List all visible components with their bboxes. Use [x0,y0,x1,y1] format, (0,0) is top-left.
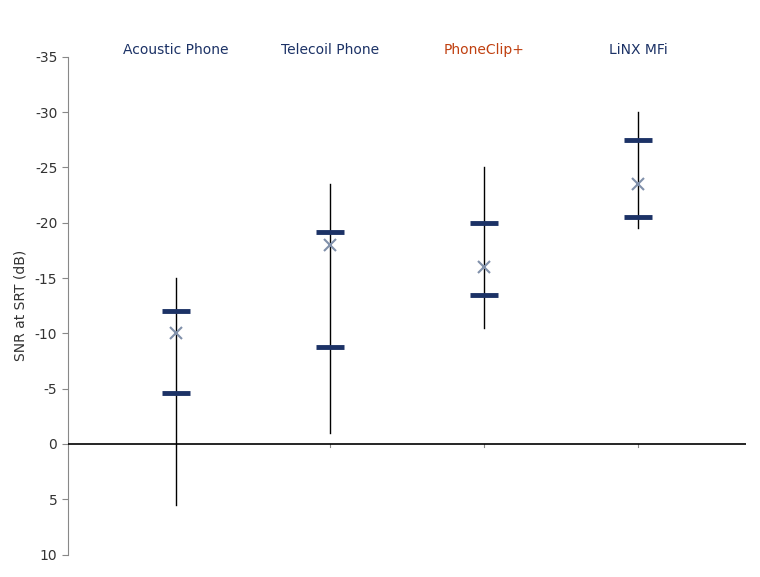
Text: LiNX MFi: LiNX MFi [609,43,667,57]
Text: Acoustic Phone: Acoustic Phone [123,43,229,57]
Text: PhoneClip+: PhoneClip+ [444,43,524,57]
Text: Telecoil Phone: Telecoil Phone [280,43,379,57]
Y-axis label: SNR at SRT (dB): SNR at SRT (dB) [14,250,28,361]
